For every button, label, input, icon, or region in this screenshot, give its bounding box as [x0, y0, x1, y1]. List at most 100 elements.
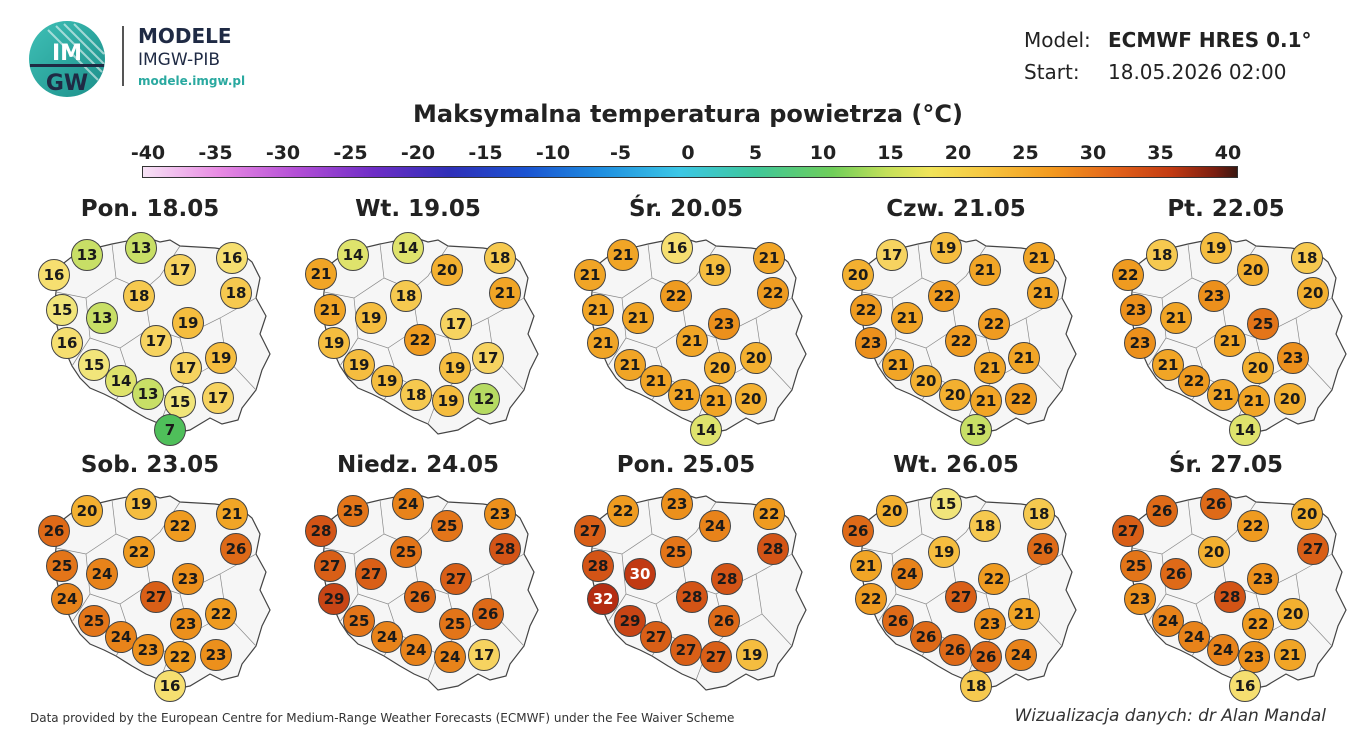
- brand-title: MODELE: [138, 24, 232, 48]
- temperature-bubble: 14: [337, 239, 369, 271]
- temperature-bubble: 26: [970, 641, 1002, 673]
- forecast-panel: Pt. 22.05 18 19 22 20 18 23 23 20 21 23 21 25 21 20 23 2…: [1096, 196, 1356, 446]
- forecast-panel: Niedz. 24.05 25 24 28 25 23 27 25 28 27 29 26 27 25 25…: [288, 452, 548, 702]
- legend-tick-label: -35: [198, 142, 233, 164]
- forecast-panel: Śr. 27.05 26 26 27 22 20 25 20 27 26 23 28 23 24 22 20 2…: [1096, 452, 1356, 702]
- day-label: Sob. 23.05: [80, 452, 220, 478]
- temperature-bubble: 22: [205, 598, 237, 630]
- day-label: Niedz. 24.05: [336, 452, 500, 478]
- temperature-bubble: 22: [1112, 259, 1144, 291]
- temperature-bubble: 23: [1198, 280, 1230, 312]
- temperature-bubble: 21: [640, 365, 672, 397]
- temperature-bubble: 25: [431, 510, 463, 542]
- temperature-bubble: 28: [711, 563, 743, 595]
- temperature-bubble: 21: [969, 254, 1001, 286]
- temperature-bubble: 21: [1008, 598, 1040, 630]
- temperature-bubble: 21: [1023, 242, 1055, 274]
- temperature-bubble: 19: [371, 365, 403, 397]
- temperature-bubble: 22: [164, 641, 196, 673]
- temperature-bubble: 20: [842, 259, 874, 291]
- temperature-bubble: 20: [1274, 383, 1306, 415]
- temperature-bubble: 20: [1297, 277, 1329, 309]
- forecast-panel: Wt. 26.05 20 15 26 18 18 21 19 26 24 22 27 22 26 23 21 2…: [826, 452, 1086, 702]
- temperature-bubble: 21: [1160, 302, 1192, 334]
- day-label: Pon. 18.05: [80, 196, 220, 222]
- temperature-bubble: 23: [974, 608, 1006, 640]
- temperature-bubble: 21: [850, 550, 882, 582]
- map-title: Maksymalna temperatura powietrza (°C): [413, 100, 963, 128]
- temperature-bubble: 14: [1229, 414, 1261, 446]
- temperature-bubble: 19: [172, 307, 204, 339]
- temperature-bubble: 16: [154, 670, 186, 702]
- temperature-bubble: 30: [624, 558, 656, 590]
- temperature-bubble: 18: [390, 280, 422, 312]
- color-legend-bar: [142, 166, 1238, 178]
- temperature-bubble: 28: [582, 550, 614, 582]
- temperature-bubble: 28: [757, 533, 789, 565]
- day-label: Wt. 26.05: [893, 452, 1019, 478]
- temperature-bubble: 22: [978, 308, 1010, 340]
- temperature-bubble: 23: [172, 563, 204, 595]
- temperature-bubble: 19: [355, 302, 387, 334]
- temperature-bubble: 18: [400, 379, 432, 411]
- temperature-bubble: 24: [699, 510, 731, 542]
- temperature-bubble: 20: [939, 379, 971, 411]
- temperature-bubble: 21: [882, 349, 914, 381]
- temperature-bubble: 19: [736, 639, 768, 671]
- temperature-bubble: 17: [202, 382, 234, 414]
- temperature-bubble: 17: [472, 342, 504, 374]
- start-label: Start:: [1024, 60, 1080, 84]
- temperature-bubble: 24: [400, 634, 432, 666]
- temperature-bubble: 21: [574, 259, 606, 291]
- temperature-bubble: 16: [1229, 670, 1261, 702]
- temperature-bubble: 26: [708, 605, 740, 637]
- temperature-bubble: 22: [1242, 608, 1274, 640]
- temperature-bubble: 20: [431, 254, 463, 286]
- legend-tick-label: -30: [265, 142, 301, 164]
- temperature-bubble: 27: [140, 581, 172, 613]
- temperature-bubble: 13: [71, 239, 103, 271]
- imgw-logo: IM GW: [29, 21, 105, 97]
- temperature-bubble: 18: [123, 280, 155, 312]
- temperature-bubble: 23: [1124, 583, 1156, 615]
- model-row: Model: ECMWF HRES 0.1°: [1024, 28, 1312, 52]
- temperature-bubble: 24: [1178, 621, 1210, 653]
- temperature-bubble: 29: [614, 605, 646, 637]
- temperature-bubble: 20: [1198, 536, 1230, 568]
- temperature-bubble: 26: [910, 621, 942, 653]
- legend-tick-label: -25: [333, 142, 368, 164]
- temperature-bubble: 27: [700, 641, 732, 673]
- temperature-bubble: 21: [1207, 379, 1239, 411]
- temperature-bubble: 21: [1027, 277, 1059, 309]
- legend-tick-label: 30: [1079, 142, 1107, 164]
- temperature-bubble: 22: [945, 325, 977, 357]
- day-label: Śr. 27.05: [1168, 452, 1284, 478]
- temperature-bubble: 16: [38, 259, 70, 291]
- brand-url[interactable]: modele.imgw.pl: [138, 74, 246, 88]
- legend-tick-label: -20: [400, 142, 436, 164]
- temperature-bubble: 25: [439, 608, 471, 640]
- temperature-bubble: 17: [876, 239, 908, 271]
- temperature-bubble: 17: [164, 254, 196, 286]
- brand-subtitle: IMGW-PIB: [138, 50, 221, 70]
- temperature-bubble: 12: [468, 383, 500, 415]
- model-label: Model:: [1024, 28, 1091, 52]
- temperature-bubble: 23: [708, 308, 740, 340]
- temperature-bubble: 27: [670, 634, 702, 666]
- temperature-bubble: 22: [850, 294, 882, 326]
- temperature-bubble: 21: [587, 327, 619, 359]
- temperature-bubble: 22: [757, 277, 789, 309]
- temperature-bubble: 25: [46, 550, 78, 582]
- legend-tick-label: -40: [130, 142, 166, 164]
- legend-tick-label: -15: [468, 142, 503, 164]
- temperature-bubble: 22: [855, 583, 887, 615]
- temperature-bubble: 20: [1237, 254, 1269, 286]
- temperature-bubble: 21: [1008, 342, 1040, 374]
- temperature-bubble: 24: [86, 558, 118, 590]
- temperature-bubble: 24: [1207, 634, 1239, 666]
- temperature-bubble: 18: [484, 242, 516, 274]
- temperature-bubble: 19: [343, 349, 375, 381]
- start-row: Start: 18.05.2026 02:00: [1024, 60, 1287, 84]
- legend-tick-label: 25: [1012, 142, 1039, 164]
- temperature-bubble: 19: [699, 254, 731, 286]
